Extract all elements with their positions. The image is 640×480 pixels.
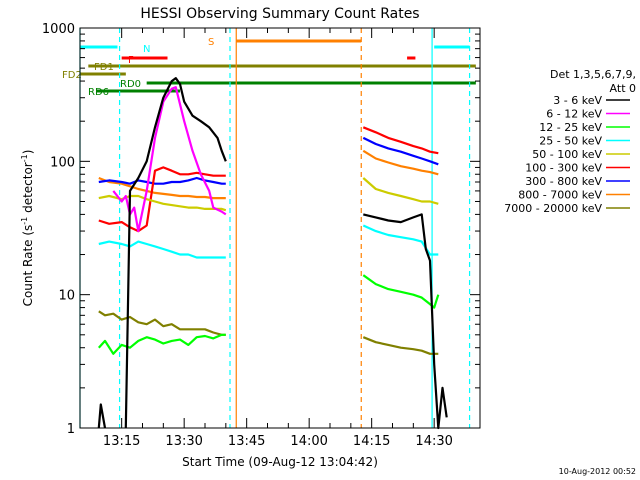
flag-label-rd6: RD6 [88, 87, 109, 98]
y-axis-label-mid: detector [21, 162, 35, 217]
y-tick-label: 10 [58, 289, 75, 304]
x-tick-label: 14:15 [353, 434, 390, 449]
legend-entry-label: 800 - 7000 keV [518, 189, 602, 202]
axes: 1 10 100 1000 13:15 13:30 13:45 14:00 14:15 14:30 [42, 22, 481, 449]
plot-frame [79, 27, 481, 429]
flag-label-fd2: FD2 [62, 70, 82, 81]
series-line [362, 177, 439, 205]
x-axis-label: Start Time (09-Aug-12 13:04:42) [182, 455, 378, 469]
legend-entry-label: 50 - 100 keV [532, 148, 602, 161]
y-tick-label: 100 [50, 155, 75, 170]
flag-bars: NF S FD1 FD2 RD0 RD6 [62, 37, 476, 98]
legend-entry-label: 25 - 50 keV [539, 135, 602, 148]
series-line [363, 213, 448, 430]
y-axis-label-main: Count Rate (s [21, 225, 35, 307]
legend-entry-label: 7000 - 20000 keV [504, 202, 602, 215]
footer-timestamp: 10-Aug-2012 00:52 [559, 467, 636, 476]
x-tick-label: 13:15 [103, 434, 140, 449]
legend-entry-label: 3 - 6 keV [553, 94, 602, 107]
legend-header-attenuator: Att 0 [610, 82, 636, 95]
flag-label-f: F [128, 55, 134, 66]
y-axis-label-sup1: -1 [20, 217, 29, 225]
data-series [97, 77, 448, 430]
series-line [362, 336, 439, 355]
x-tick-label: 14:00 [290, 434, 327, 449]
y-axis-label: Count Rate (s-1 detector-1) [20, 150, 35, 307]
y-tick-label: 1 [67, 422, 75, 437]
series-line [98, 176, 226, 200]
series-line [98, 176, 226, 185]
series-line [98, 310, 226, 336]
x-tick-label: 13:45 [228, 434, 265, 449]
flag-label-n: N [143, 44, 150, 55]
legend-entry-label: 100 - 300 keV [525, 162, 602, 175]
series-line [97, 333, 226, 355]
legend-entry-label: 300 - 800 keV [525, 175, 602, 188]
flag-label-rd0: RD0 [120, 79, 141, 90]
x-tick-label: 14:30 [415, 434, 452, 449]
series-line [362, 136, 439, 166]
y-axis-label-end: ) [21, 150, 35, 155]
legend-entry-label: 12 - 25 keV [539, 121, 602, 134]
series-line [98, 240, 226, 259]
legend-header-detectors: Det 1,3,5,6,7,9, [550, 68, 636, 81]
series-line [124, 77, 227, 429]
series-line [362, 126, 439, 155]
series-line [98, 166, 226, 233]
flag-label-fd1: FD1 [94, 62, 114, 73]
series-line [362, 224, 439, 256]
legend-entry-label: 6 - 12 keV [546, 108, 602, 121]
series-line [362, 149, 439, 176]
chart-title: HESSI Observing Summary Count Rates [140, 6, 419, 22]
x-tick-label: 13:30 [165, 434, 202, 449]
flag-label-s: S [208, 37, 214, 48]
svg-text:Count Rate (s-1 detector-1): Count Rate (s-1 detector-1) [20, 150, 35, 307]
series-line [97, 403, 107, 429]
y-axis-label-sup2: -1 [20, 154, 29, 162]
y-tick-label: 1000 [42, 22, 75, 37]
